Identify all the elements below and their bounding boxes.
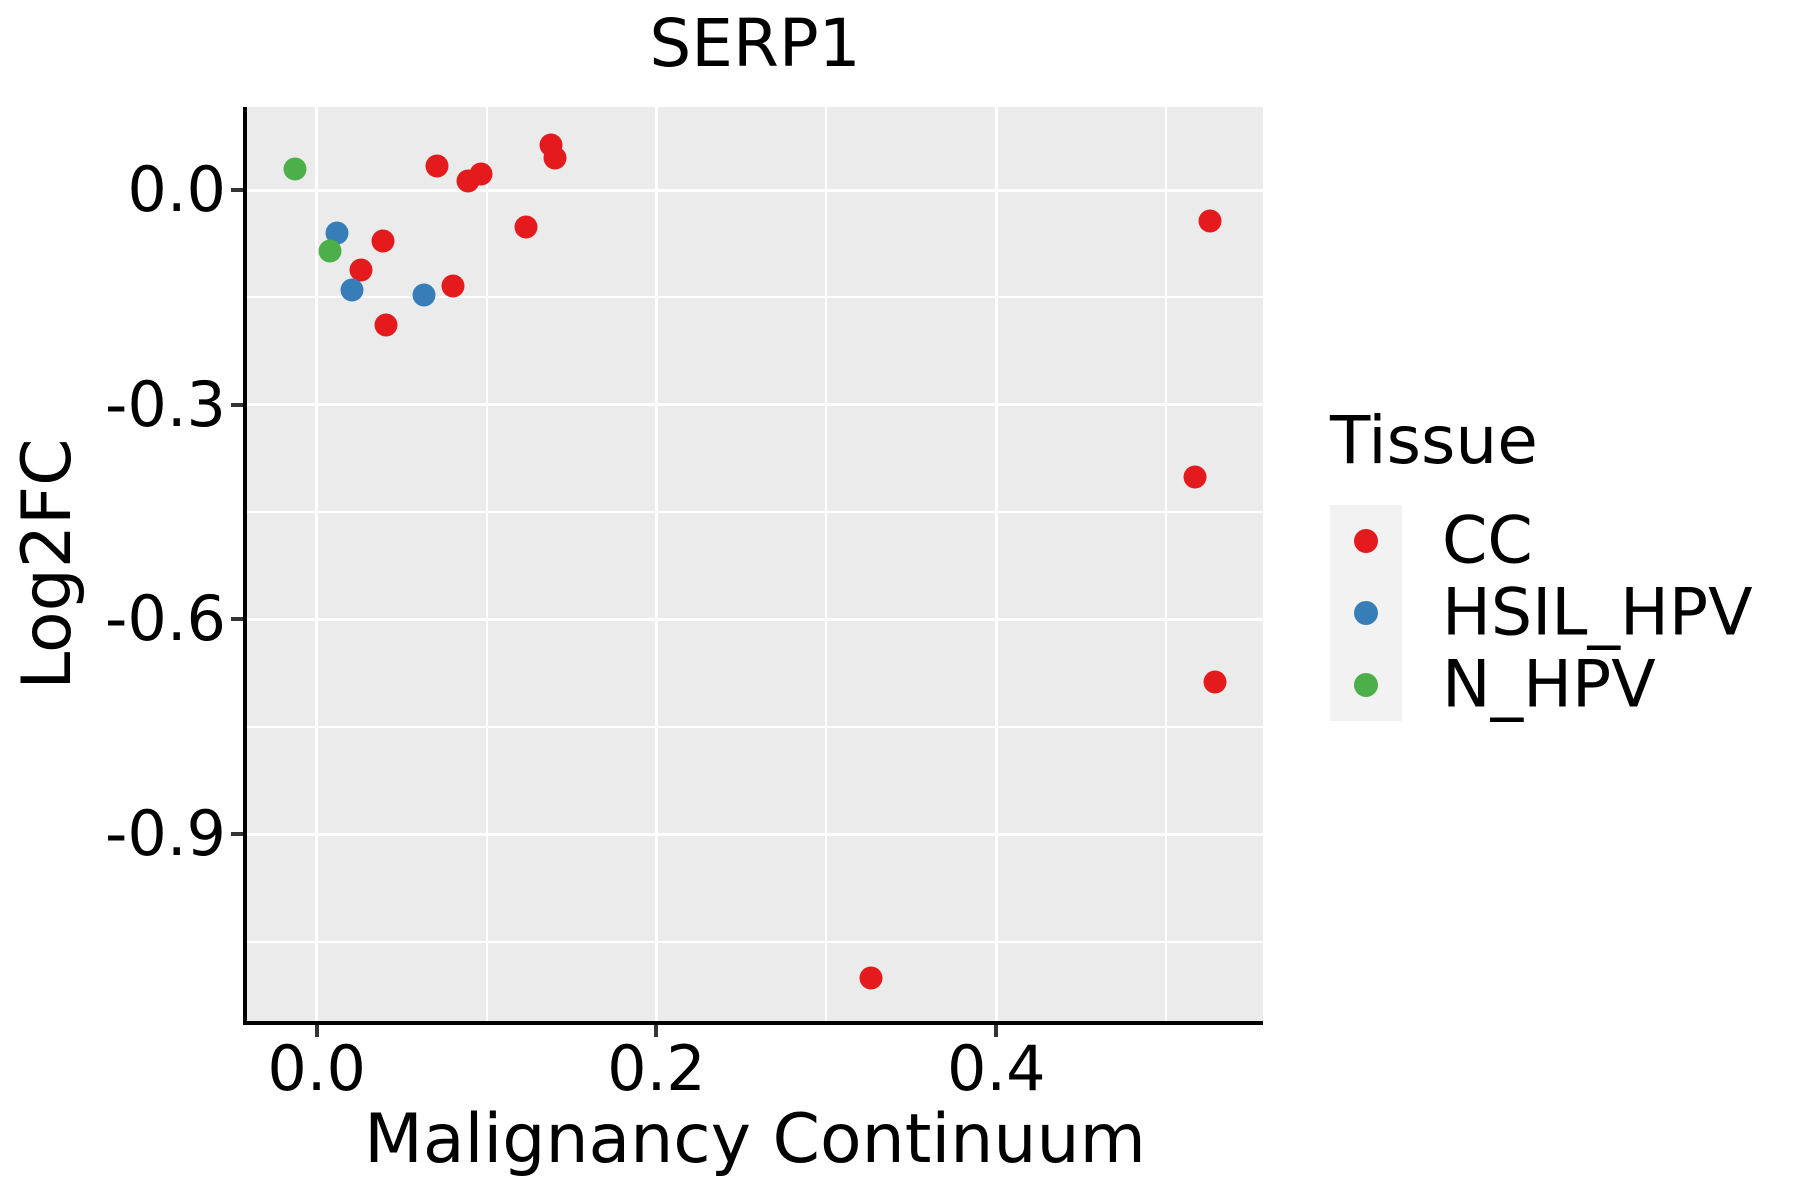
x-tick-mark [654, 1025, 659, 1037]
data-point-n_hpv [318, 239, 342, 263]
data-point-hsil_hpv [340, 278, 364, 301]
data-point-cc [859, 966, 883, 990]
gridline-x-minor [485, 107, 488, 1021]
y-axis-title: Log2FC [8, 438, 87, 690]
gridline-x-minor [1165, 107, 1168, 1021]
x-tick-label: 0.4 [946, 1032, 1046, 1105]
data-point-cc [1203, 670, 1227, 694]
plot-title: SERP1 [649, 5, 861, 82]
x-tick-label: 0.2 [607, 1032, 706, 1105]
legend-label-hsil-hpv: HSIL_HPV [1442, 575, 1753, 651]
x-axis-title: Malignancy Continuum [364, 1100, 1146, 1179]
data-point-cc [469, 162, 493, 186]
gridline-y-major [247, 403, 1263, 407]
data-point-cc [514, 215, 538, 239]
y-tick-mark [231, 617, 243, 622]
y-tick-label: -0.3 [105, 367, 226, 441]
gridline-y-minor [247, 511, 1263, 514]
data-point-cc [374, 313, 398, 337]
legend-label-n-hpv: N_HPV [1442, 647, 1656, 723]
x-tick-mark [994, 1025, 999, 1037]
data-point-cc [425, 154, 449, 178]
y-tick-label: -0.6 [105, 582, 226, 656]
data-point-n_hpv [283, 157, 307, 181]
gridline-y-minor [247, 940, 1263, 943]
x-tick-label: 0.0 [267, 1032, 366, 1105]
y-axis-line [243, 107, 247, 1025]
gridline-y-major [247, 188, 1263, 192]
data-point-cc [349, 258, 373, 282]
gridline-x-major [654, 107, 658, 1021]
data-point-cc [441, 274, 465, 298]
n-hpv-point-icon [1354, 673, 1378, 697]
plot-panel [247, 107, 1263, 1021]
gridline-y-minor [247, 296, 1263, 299]
y-tick-mark [231, 188, 243, 193]
data-point-cc [1198, 209, 1222, 233]
data-point-cc [543, 146, 567, 170]
y-tick-label: -0.9 [105, 797, 226, 871]
cc-point-icon [1354, 529, 1378, 553]
x-tick-mark [314, 1025, 319, 1037]
x-axis-line [243, 1021, 1263, 1025]
hsil-hpv-point-icon [1354, 601, 1378, 625]
legend-key-n-hpv [1330, 649, 1402, 721]
y-tick-label: 0.0 [127, 153, 226, 227]
legend-key-cc [1330, 505, 1402, 577]
gridline-x-major [994, 107, 998, 1021]
y-tick-mark [231, 832, 243, 837]
data-point-cc [1183, 465, 1207, 489]
legend-key-hsil-hpv [1330, 577, 1402, 649]
gridline-x-minor [825, 107, 828, 1021]
data-point-hsil_hpv [412, 283, 436, 307]
legend-title: Tissue [1330, 402, 1538, 479]
data-point-hsil_hpv [325, 221, 349, 245]
gridline-y-major [247, 832, 1263, 836]
legend-label-cc: CC [1442, 503, 1533, 579]
gridline-y-major [247, 617, 1263, 621]
gridline-x-major [315, 107, 319, 1021]
gridline-y-minor [247, 725, 1263, 728]
y-tick-mark [231, 402, 243, 407]
data-point-cc [371, 229, 395, 253]
